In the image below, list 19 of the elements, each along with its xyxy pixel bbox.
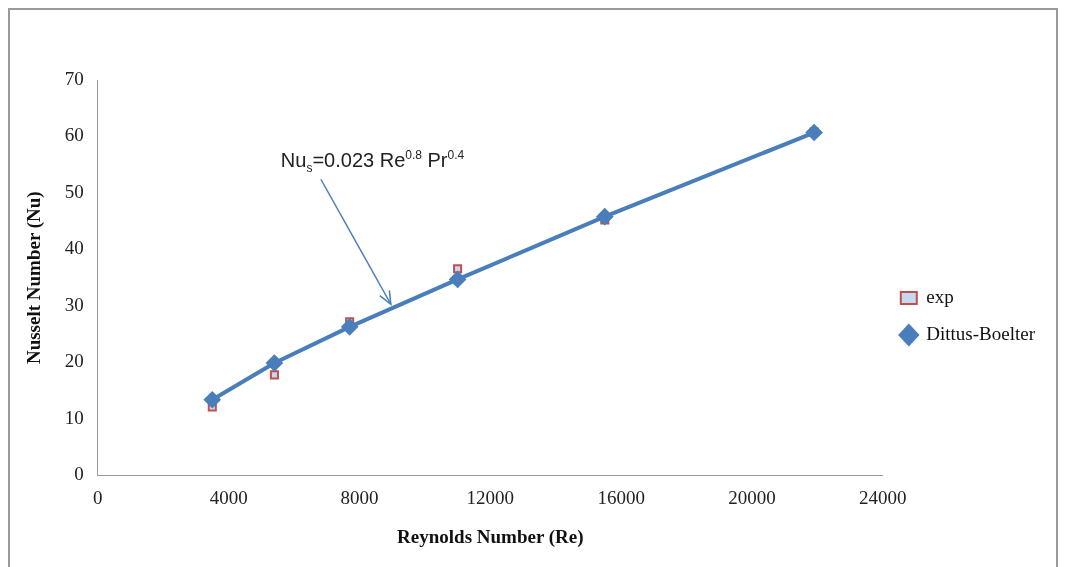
y-tick-label: 10 (64, 406, 84, 428)
y-tick-label: 40 (64, 237, 84, 259)
y-tick-label: 0 (74, 463, 84, 485)
x-tick-label: 16000 (597, 486, 645, 508)
x-tick-label: 24000 (859, 486, 907, 508)
y-tick-label: 20 (64, 350, 84, 372)
x-tick-label: 4000 (209, 486, 248, 508)
y-tick-label: 60 (64, 124, 84, 146)
y-axis-title: Nusselt Number (Nu) (23, 191, 46, 365)
x-tick-label: 20000 (728, 486, 776, 508)
x-tick-label: 8000 (340, 486, 379, 508)
x-tick-label: 12000 (466, 486, 515, 508)
legend-label: Dittus-Boelter (926, 322, 1036, 344)
legend-label: exp (926, 285, 954, 307)
y-tick-label: 50 (64, 180, 84, 202)
y-tick-label: 70 (64, 67, 84, 89)
x-axis-title: Reynolds Number (Re) (397, 525, 584, 548)
x-tick-label: 0 (93, 486, 103, 508)
y-tick-label: 30 (64, 293, 84, 315)
